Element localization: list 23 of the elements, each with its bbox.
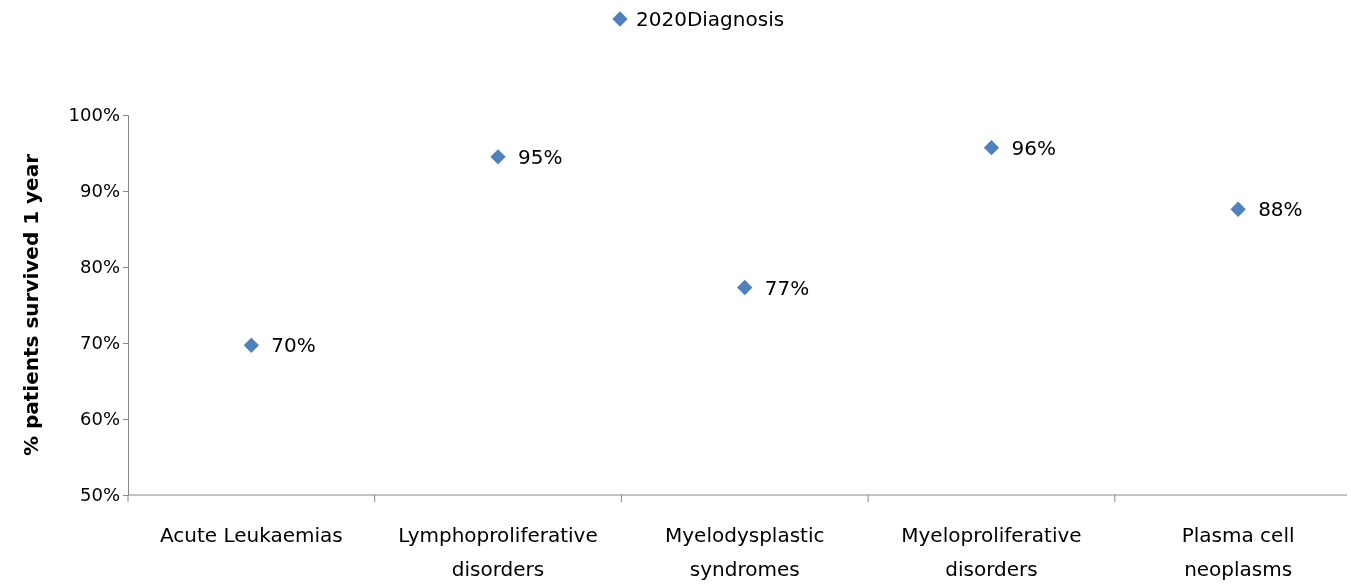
data-label: 88% [1258,197,1303,222]
y-axis-title: % patients survived 1 year [19,153,43,457]
point [490,149,506,165]
data-label: 77% [764,275,810,300]
x-tick-label: Myeloproliferative disorders [901,523,1082,581]
y-tick-label: 80% [79,256,120,278]
y-tick-label: 70% [79,332,120,354]
x-tick-label: Acute Leukaemias [159,523,343,547]
point [737,279,753,296]
point [1230,201,1246,217]
data-label: 70% [271,333,316,358]
y-tick-label: 50% [79,484,120,506]
x-tick-label: Myelodysplastic syndromes [665,523,825,581]
legend-label: 2020Diagnosis [636,7,785,31]
y-tick-label: 90% [79,180,120,202]
data-label: 95% [518,144,563,169]
y-tick-label: 100% [68,104,120,126]
point [243,337,260,353]
data-label: 96% [1011,135,1056,160]
x-tick-label: Plasma cell neoplasms [1181,523,1295,581]
x-tick-label: Lymphoproliferative disorders [398,523,598,581]
y-tick-label: 60% [79,408,120,430]
point [983,140,1000,156]
